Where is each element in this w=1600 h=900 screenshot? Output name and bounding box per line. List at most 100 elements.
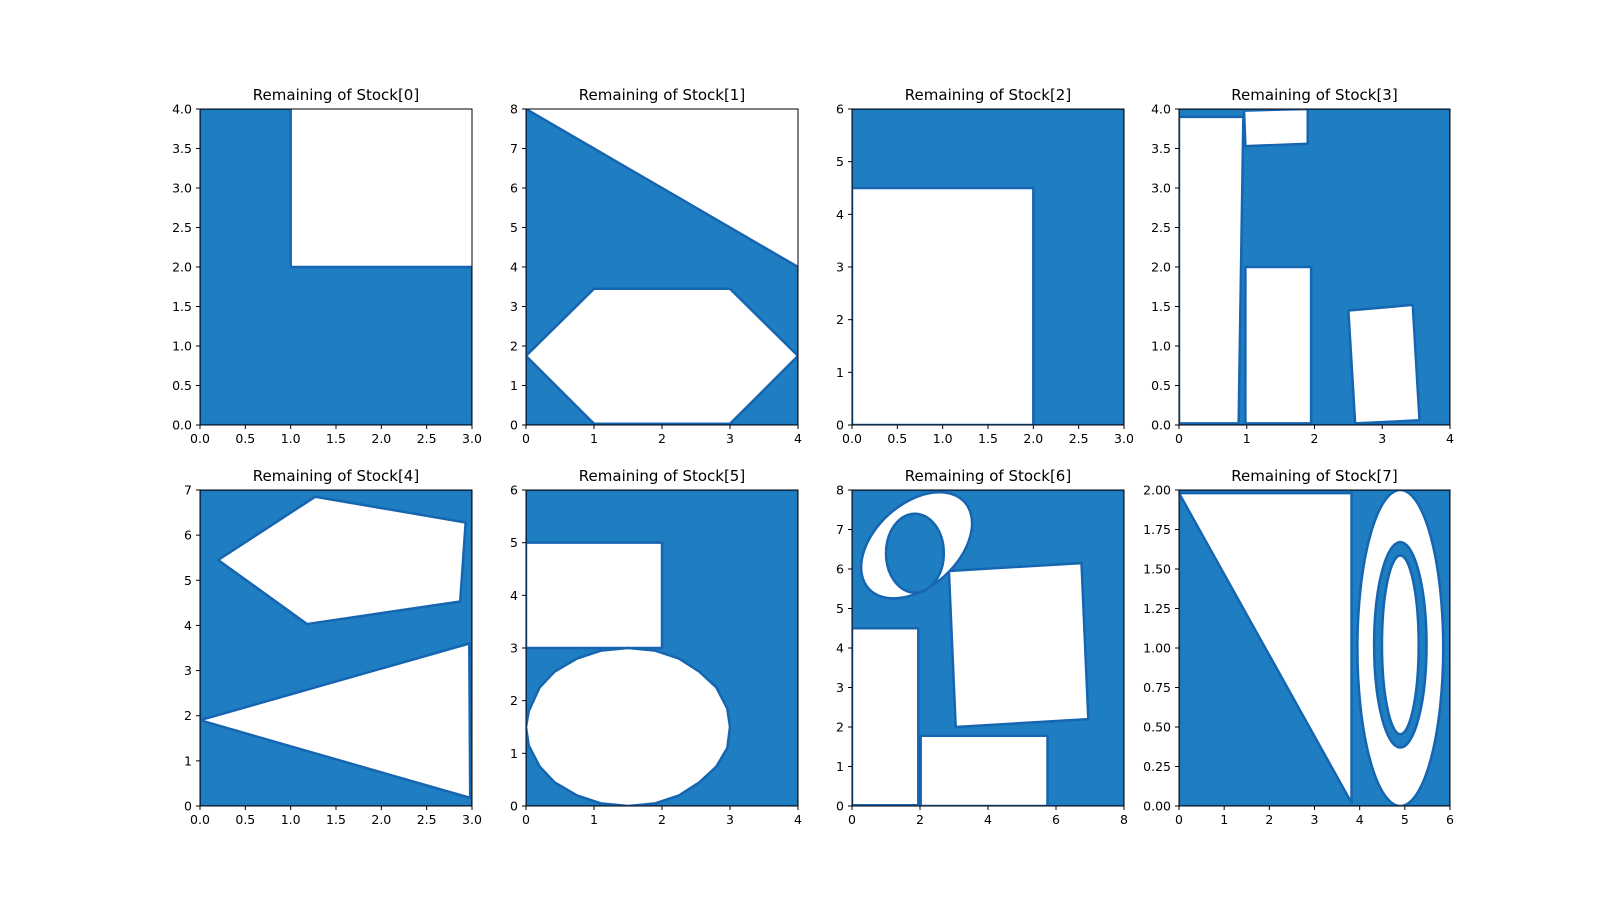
subplot-4: Remaining of Stock[4] 0.0 0.5 1.0 1.5 2.0 2.5 3… xyxy=(184,467,482,827)
y-tick-label: 8 xyxy=(836,483,844,498)
subplot-0: Remaining of Stock[0] 0.0 0.5 1.0 1.5 2.0 2.5 3… xyxy=(172,86,482,446)
x-tick-label: 1.0 xyxy=(281,431,301,446)
cut-piece-3 xyxy=(1347,303,1421,425)
y-tick-label: 2 xyxy=(836,312,844,327)
y-tick-label: 1.50 xyxy=(1143,562,1171,577)
ellipse-piece-1 xyxy=(884,512,946,594)
subplot-title: Remaining of Stock[5] xyxy=(579,467,745,485)
subplot-title: Remaining of Stock[6] xyxy=(905,467,1071,485)
y-tick-label: 6 xyxy=(510,483,518,498)
x-tick-label: 3 xyxy=(726,812,734,827)
y-tick-label: 2.0 xyxy=(1151,260,1171,275)
x-tick-label: 1.5 xyxy=(326,431,346,446)
x-tick-label: 0.5 xyxy=(235,812,255,827)
cut-piece-1 xyxy=(526,646,732,806)
x-tick-label: 1 xyxy=(1220,812,1228,827)
x-tick-label: 0.5 xyxy=(887,431,907,446)
remaining-region-0 xyxy=(200,109,472,425)
x-tick-label: 0 xyxy=(1175,812,1183,827)
x-tick-label: 0.0 xyxy=(190,812,210,827)
y-tick-label: 1.0 xyxy=(172,339,192,354)
y-tick-label: 5 xyxy=(184,573,192,588)
y-tick-label: 3 xyxy=(510,641,518,656)
subplot-7: Remaining of Stock[7] 0 1 2 3 4 5 6 0.00 0.25 0.50… xyxy=(1143,467,1454,827)
x-tick-label: 2 xyxy=(1265,812,1273,827)
y-tick-label: 1 xyxy=(836,365,844,380)
y-tick-label: 0 xyxy=(836,418,844,433)
y-tick-label: 4 xyxy=(836,641,844,656)
x-tick-label: 4 xyxy=(1446,431,1454,446)
y-tick-label: 5 xyxy=(510,535,518,550)
x-tick-label: 5 xyxy=(1401,812,1409,827)
x-tick-label: 0 xyxy=(522,812,530,827)
cut-piece-0 xyxy=(1179,115,1245,425)
x-tick-label: 1 xyxy=(590,431,598,446)
subplot-2: Remaining of Stock[2] 0.0 0.5 1.0 1.5 2.0 2.5 3… xyxy=(836,86,1134,446)
y-tick-label: 0.5 xyxy=(172,378,192,393)
x-tick-label: 6 xyxy=(1446,812,1454,827)
cut-piece-0 xyxy=(526,541,664,650)
subplot-1: Remaining of Stock[1] 0 1 2 3 4 0 1 2 3 4 5 6 7 8 xyxy=(510,86,802,446)
y-tick-label: 3 xyxy=(184,663,192,678)
y-tick-label: 1 xyxy=(510,746,518,761)
x-tick-label: 0.0 xyxy=(842,431,862,446)
y-tick-label: 2.0 xyxy=(172,260,192,275)
cut-piece-2 xyxy=(1244,265,1313,425)
cut-piece-0 xyxy=(526,287,798,425)
x-tick-label: 2 xyxy=(658,812,666,827)
y-tick-label: 0.0 xyxy=(172,418,192,433)
x-tick-label: 1 xyxy=(1243,431,1251,446)
x-tick-label: 3.0 xyxy=(1114,431,1134,446)
x-tick-label: 2.0 xyxy=(371,812,391,827)
y-tick-label: 4 xyxy=(184,618,192,633)
y-tick-label: 0.5 xyxy=(1151,378,1171,393)
y-tick-label: 1.5 xyxy=(172,299,192,314)
x-tick-label: 3 xyxy=(1311,812,1319,827)
y-tick-label: 2 xyxy=(836,720,844,735)
y-tick-label: 1.5 xyxy=(1151,299,1171,314)
y-tick-label: 5 xyxy=(836,154,844,169)
subplot-6: Remaining of Stock[6] 0 2 4 6 8 0 1 2 3 4 5 6 7 8 xyxy=(836,467,1128,827)
y-tick-label: 1.0 xyxy=(1151,339,1171,354)
y-tick-label: 0 xyxy=(184,799,192,814)
subplot-title: Remaining of Stock[1] xyxy=(579,86,745,104)
y-tick-label: 5 xyxy=(836,601,844,616)
y-tick-label: 0 xyxy=(836,799,844,814)
x-tick-label: 3 xyxy=(726,431,734,446)
y-tick-label: 6 xyxy=(510,181,518,196)
y-tick-label: 4 xyxy=(510,588,518,603)
x-tick-label: 2.0 xyxy=(1023,431,1043,446)
y-tick-label: 3.5 xyxy=(172,141,192,156)
y-tick-label: 1.75 xyxy=(1143,522,1171,537)
cut-piece-0 xyxy=(1179,491,1353,805)
x-tick-label: 1.0 xyxy=(281,812,301,827)
y-tick-label: 4 xyxy=(836,207,844,222)
x-tick-label: 8 xyxy=(1120,812,1128,827)
y-tick-label: 0 xyxy=(510,418,518,433)
cut-piece-1 xyxy=(1242,109,1309,148)
subplot-5: Remaining of Stock[5] 0 1 2 3 4 0 1 2 3 4 5 6 xyxy=(510,467,802,827)
x-tick-label: 2.5 xyxy=(417,812,437,827)
y-tick-label: 3 xyxy=(510,299,518,314)
y-tick-label: 3 xyxy=(836,680,844,695)
y-tick-label: 0.25 xyxy=(1143,759,1171,774)
y-tick-label: 2.5 xyxy=(172,220,192,235)
y-tick-label: 4 xyxy=(510,260,518,275)
y-tick-label: 2 xyxy=(510,339,518,354)
x-tick-label: 0.0 xyxy=(190,431,210,446)
x-tick-label: 3.0 xyxy=(462,812,482,827)
subplot-title: Remaining of Stock[0] xyxy=(253,86,419,104)
x-tick-label: 1 xyxy=(590,812,598,827)
x-tick-label: 4 xyxy=(984,812,992,827)
x-tick-label: 0 xyxy=(522,431,530,446)
x-tick-label: 1.5 xyxy=(978,431,998,446)
y-tick-label: 4.0 xyxy=(172,102,192,117)
x-tick-label: 4 xyxy=(794,812,802,827)
y-tick-label: 3.0 xyxy=(1151,181,1171,196)
y-tick-label: 0 xyxy=(510,799,518,814)
y-tick-label: 2 xyxy=(510,693,518,708)
x-tick-label: 3 xyxy=(1378,431,1386,446)
x-tick-label: 2.5 xyxy=(417,431,437,446)
y-tick-label: 7 xyxy=(836,522,844,537)
y-tick-label: 2.00 xyxy=(1143,483,1171,498)
